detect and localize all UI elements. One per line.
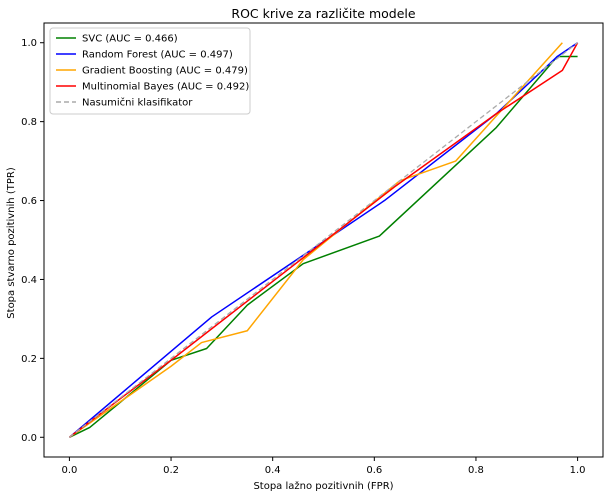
legend: SVC (AUC = 0.466) Random Forest (AUC = 0.… xyxy=(49,27,251,115)
legend-label-svc: SVC (AUC = 0.466) xyxy=(82,34,178,45)
series-line-multinomial-bayes xyxy=(68,42,579,438)
x-tick-label: 0.4 xyxy=(265,465,281,476)
legend-label-gradient-boosting: Gradient Boosting (AUC = 0.479) xyxy=(82,66,248,77)
plot-area xyxy=(68,42,579,438)
series-line-gradient-boosting xyxy=(68,42,563,438)
x-tick-label: 0.0 xyxy=(61,465,77,476)
y-tick-label: 0.4 xyxy=(21,275,37,286)
y-tick-label: 1.0 xyxy=(21,38,37,49)
legend-box xyxy=(49,27,251,115)
series-line-random-forest xyxy=(68,42,579,438)
x-tick-label: 1.0 xyxy=(570,465,586,476)
y-axis-ticks: 0.0 0.2 0.4 0.6 0.8 1.0 xyxy=(21,38,44,444)
legend-label-multinomial-bayes: Multinomial Bayes (AUC = 0.492) xyxy=(82,82,249,93)
x-tick-label: 0.6 xyxy=(366,465,382,476)
y-tick-label: 0.6 xyxy=(21,196,37,207)
chart-title: ROC krive za različite modele xyxy=(231,6,415,21)
y-tick-label: 0.2 xyxy=(21,354,37,365)
x-axis-label: Stopa lažno pozitivnih (FPR) xyxy=(253,480,393,492)
x-tick-label: 0.8 xyxy=(468,465,484,476)
legend-label-random-forest: Random Forest (AUC = 0.497) xyxy=(82,50,233,61)
x-tick-label: 0.2 xyxy=(163,465,179,476)
y-tick-label: 0.8 xyxy=(21,117,37,128)
series-line-nasumi-ni-klasifikator xyxy=(69,42,578,438)
y-axis-label: Stopa stvarno pozitivnih (TPR) xyxy=(6,167,17,319)
plot-frame xyxy=(43,22,604,458)
y-tick-label: 0.0 xyxy=(21,433,37,444)
x-axis-ticks: 0.0 0.2 0.4 0.6 0.8 1.0 xyxy=(61,457,586,476)
legend-label-nasumi-ni-klasifikator: Nasumični klasifikator xyxy=(82,97,193,109)
